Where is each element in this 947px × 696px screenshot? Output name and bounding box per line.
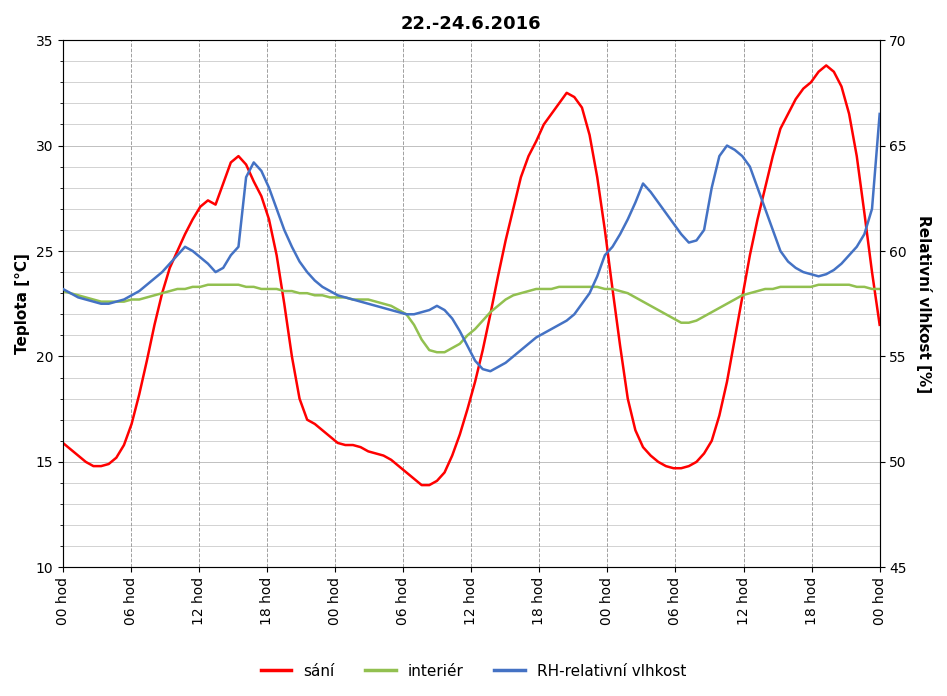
interiér: [57, 287, 68, 295]
sání: [820, 61, 831, 70]
interiér: [790, 283, 801, 291]
sání: [416, 481, 427, 489]
sání: [187, 215, 198, 223]
RH-relativní vlhkost: [485, 367, 496, 375]
interiér: [455, 340, 466, 348]
sání: [57, 438, 68, 447]
interiér: [431, 348, 442, 356]
sání: [141, 356, 152, 365]
interiér: [775, 283, 786, 291]
Line: sání: sání: [63, 65, 880, 485]
Y-axis label: Relativní vlhkost [%]: Relativní vlhkost [%]: [916, 214, 932, 393]
sání: [714, 411, 725, 420]
interiér: [722, 299, 733, 308]
Y-axis label: Teplota [°C]: Teplota [°C]: [15, 253, 30, 354]
RH-relativní vlhkost: [714, 152, 725, 160]
RH-relativní vlhkost: [438, 306, 450, 314]
RH-relativní vlhkost: [874, 110, 885, 118]
interiér: [874, 285, 885, 293]
sání: [782, 110, 794, 118]
Line: interiér: interiér: [63, 285, 880, 352]
RH-relativní vlhkost: [187, 247, 198, 255]
interiér: [203, 280, 214, 289]
Line: RH-relativní vlhkost: RH-relativní vlhkost: [63, 114, 880, 371]
RH-relativní vlhkost: [141, 280, 152, 289]
RH-relativní vlhkost: [57, 285, 68, 293]
interiér: [187, 283, 198, 291]
Legend: sání, interiér, RH-relativní vlhkost: sání, interiér, RH-relativní vlhkost: [255, 658, 692, 685]
sání: [447, 452, 458, 460]
sání: [767, 152, 778, 160]
interiér: [141, 293, 152, 301]
RH-relativní vlhkost: [767, 226, 778, 234]
sání: [874, 321, 885, 329]
RH-relativní vlhkost: [867, 205, 878, 213]
Title: 22.-24.6.2016: 22.-24.6.2016: [401, 15, 542, 33]
